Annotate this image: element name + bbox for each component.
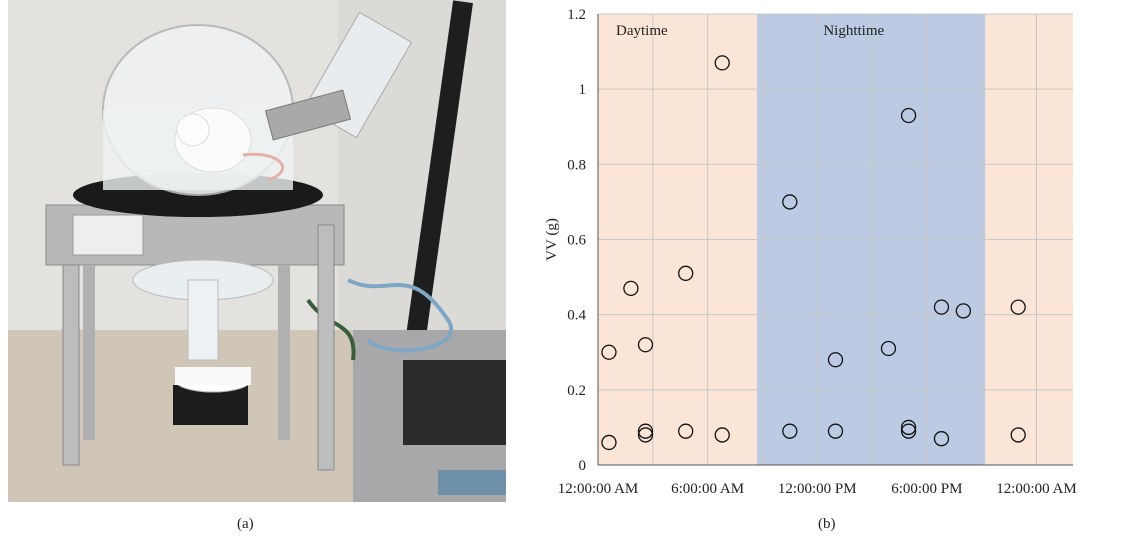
data-point [637,427,654,443]
data-point [782,423,798,439]
data-point [782,194,798,210]
panel-label-a: (a) [237,516,254,532]
y-tick-label: 0.2 [567,383,586,399]
y-axis-title: VV (g) [544,218,560,261]
data-points [601,55,1026,451]
band-label-daytime: Daytime [616,23,668,39]
data-point [714,427,730,443]
data-point [637,337,654,353]
data-point [1010,299,1026,315]
data-point [900,107,917,124]
data-point [714,55,730,71]
x-tick-label: 12:00:00 AM [558,481,638,497]
data-point [1010,427,1026,443]
data-point [678,265,694,281]
data-point [955,303,972,319]
data-point [601,434,617,451]
y-tick-label: 0.8 [567,157,586,173]
x-tick-label: 12:00:00 PM [778,481,857,497]
data-point [827,423,844,439]
data-point [933,431,950,447]
x-tick-labels: 12:00:00 AM 6:00:00 AM 12:00:00 PM 6:00:00 … [558,481,1077,497]
y-tick-label: 0.6 [567,233,586,249]
panel-label-b: (b) [818,516,836,532]
data-point [900,419,917,436]
data-point [900,423,917,439]
data-point [601,344,617,360]
gridlines [598,13,1073,465]
y-tick-label: 0 [579,458,587,474]
y-tick-label: 1 [579,82,587,98]
data-point [827,352,844,368]
data-point [933,299,950,315]
data-point [623,280,639,297]
data-point [678,423,694,439]
data-point [880,340,897,357]
data-point [637,423,654,439]
axes [597,14,1073,466]
scatter-chart: 00.20.40.60.811.2 12:00:00 AM 6:00:00 AM 1… [544,7,1077,497]
rat-metabolic-cage-photo [8,0,506,502]
y-tick-labels: 0 0.2 0.4 0.6 0.8 1 1.2 [567,7,586,474]
x-tick-label: 12:00:00 AM [996,481,1076,497]
y-tick-label: 0.4 [567,308,586,324]
y-tick-label: 1.2 [567,7,586,23]
band-label-nighttime: Nighttime [823,23,884,39]
x-tick-label: 6:00:00 PM [891,481,962,497]
x-tick-label: 6:00:00 AM [671,481,744,497]
